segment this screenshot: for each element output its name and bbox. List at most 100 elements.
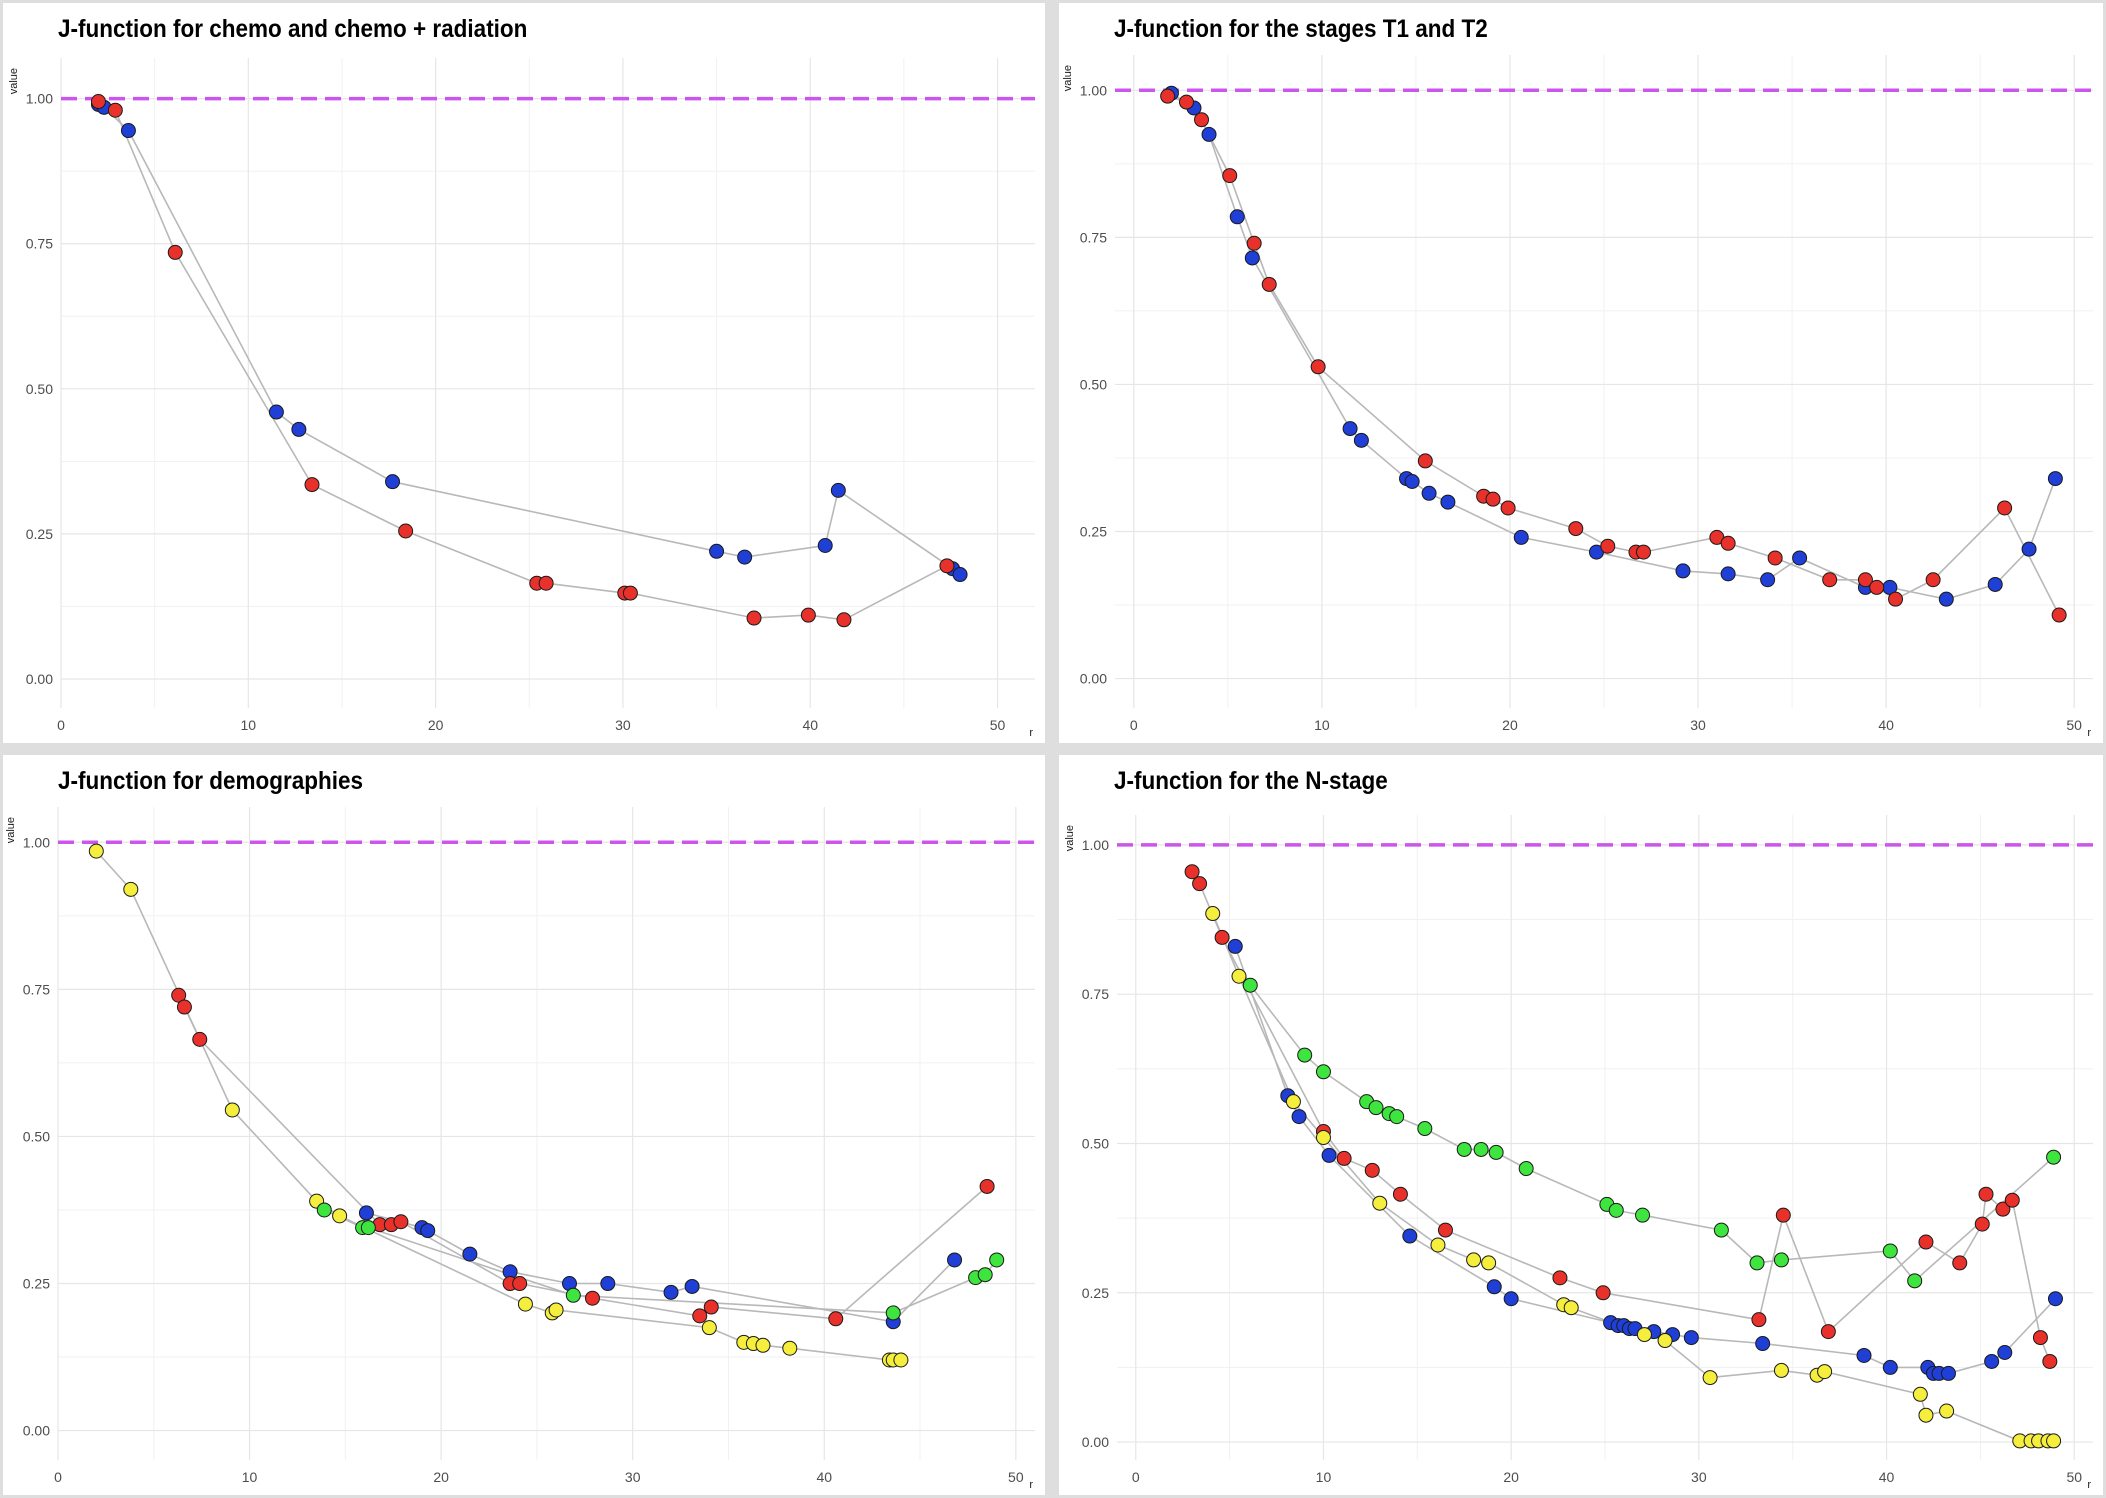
data-point-red: [512, 1276, 528, 1292]
x-tick-label: 0: [1130, 717, 1138, 733]
data-point-blue: [1229, 209, 1245, 225]
data-point-yellow: [1231, 968, 1247, 984]
data-point-red: [1820, 1324, 1836, 1340]
data-point-red: [1720, 535, 1736, 551]
data-point-blue: [1856, 1347, 1872, 1363]
data-point-green: [989, 1252, 1005, 1268]
data-point-green: [1882, 1243, 1898, 1259]
data-point-yellow: [1636, 1327, 1652, 1343]
x-tick-label: 40: [1878, 717, 1894, 733]
y-tick-label: 0.00: [1082, 1434, 1109, 1450]
data-point-red: [90, 94, 106, 110]
data-point-green: [1608, 1202, 1624, 1218]
data-point-red: [538, 575, 554, 591]
data-point-blue: [737, 549, 753, 565]
x-axis-label: r: [2087, 727, 2091, 739]
x-tick-label: 10: [1314, 717, 1330, 733]
data-point-green: [1518, 1161, 1534, 1177]
data-point-blue: [1675, 563, 1691, 579]
x-tick-label: 20: [433, 1469, 449, 1485]
data-point-blue: [684, 1278, 700, 1294]
data-point-green: [1635, 1207, 1651, 1223]
data-point-blue: [663, 1284, 679, 1300]
y-axis-label: value: [5, 817, 17, 843]
data-point-yellow: [123, 881, 139, 897]
data-point-red: [176, 999, 192, 1015]
data-point-red: [1767, 550, 1783, 566]
series-line-blue: [366, 1212, 956, 1323]
chart-panel-chemo: J-function for chemo and chemo + radiati…: [3, 3, 1045, 743]
chart-title: J-function for the stages T1 and T2: [1114, 15, 1488, 43]
data-point-red: [1925, 572, 1941, 588]
data-point-yellow: [1918, 1407, 1934, 1423]
data-point-red: [1184, 864, 1200, 880]
data-point-yellow: [1205, 906, 1221, 922]
series-line-green: [1249, 984, 2055, 1282]
data-point-blue: [291, 421, 307, 437]
data-point-blue: [1291, 1109, 1307, 1125]
data-point-yellow: [701, 1320, 717, 1336]
chart-title: J-function for chemo and chemo + radiati…: [58, 15, 528, 43]
data-point-yellow: [1481, 1255, 1497, 1271]
y-tick-label: 0.50: [23, 1128, 50, 1144]
data-point-blue: [1486, 1279, 1502, 1295]
y-tick-label: 0.75: [23, 981, 50, 997]
x-tick-label: 40: [802, 717, 818, 733]
chart-title: J-function for demographies: [58, 767, 364, 795]
chart-plot: 0 10 20 30 40 50 0.00 0.25 0.50 0.75 1.00 value r: [8, 58, 1035, 739]
data-point-red: [167, 244, 183, 260]
series-line-blue: [1234, 946, 2057, 1375]
y-tick-label: 0.00: [26, 671, 53, 687]
data-point-blue: [420, 1223, 436, 1239]
data-point-blue: [1938, 591, 1954, 607]
data-point-red: [1417, 453, 1433, 469]
data-point-green: [360, 1220, 376, 1236]
chart-panel-n-stage: J-function for the N-stage 0 10 20 30 40 50 0.…: [1059, 755, 2103, 1495]
data-point-red: [2004, 1192, 2020, 1208]
data-point-red: [1246, 235, 1262, 251]
data-point-blue: [268, 404, 284, 420]
data-point-blue: [830, 482, 846, 498]
data-point-blue: [2047, 471, 2063, 487]
data-point-red: [622, 585, 638, 601]
data-point-green: [1773, 1252, 1789, 1268]
data-point-blue: [817, 538, 833, 553]
data-point-blue: [1683, 1330, 1699, 1346]
data-point-blue: [462, 1246, 478, 1262]
y-axis-label: value: [1062, 65, 1074, 91]
y-tick-label: 0.75: [26, 236, 53, 252]
data-point-blue: [1440, 494, 1456, 510]
data-point-blue: [1404, 474, 1420, 490]
data-point-blue: [1760, 572, 1776, 588]
data-point-yellow: [755, 1337, 771, 1353]
data-point-green: [1417, 1121, 1433, 1137]
data-point-red: [1997, 500, 2013, 516]
data-point-yellow: [1466, 1252, 1482, 1268]
x-tick-label: 50: [1008, 1469, 1024, 1485]
data-point-yellow: [1817, 1364, 1833, 1380]
y-tick-label: 1.00: [1080, 82, 1107, 98]
data-point-red: [1869, 579, 1885, 595]
data-point-red: [1261, 276, 1277, 292]
data-point-green: [316, 1202, 332, 1218]
data-point-red: [2032, 1330, 2048, 1346]
data-point-red: [1194, 112, 1210, 128]
y-tick-label: 0.50: [26, 381, 53, 397]
data-point-red: [1222, 168, 1238, 184]
data-point-red: [1364, 1162, 1380, 1178]
data-point-red: [398, 523, 414, 539]
data-point-blue: [1402, 1228, 1418, 1244]
chart-plot: 0 10 20 30 40 50 0.00 0.25 0.50 0.75 1.00 value r: [5, 807, 1035, 1491]
series-line-red: [1167, 95, 2060, 616]
data-point-blue: [1755, 1336, 1771, 1352]
y-tick-label: 0.75: [1082, 986, 1109, 1002]
x-tick-label: 10: [242, 1469, 258, 1485]
chart-plot: 0 10 20 30 40 50 0.00 0.25 0.50 0.75 1.00 value r: [1062, 55, 2093, 739]
x-tick-label: 40: [1879, 1469, 1895, 1485]
data-point-blue: [1353, 432, 1369, 448]
data-point-yellow: [1430, 1237, 1446, 1253]
data-point-red: [979, 1178, 995, 1194]
series-line-blue: [1170, 92, 2057, 601]
data-point-red: [1178, 94, 1194, 110]
data-point-green: [1389, 1109, 1405, 1125]
